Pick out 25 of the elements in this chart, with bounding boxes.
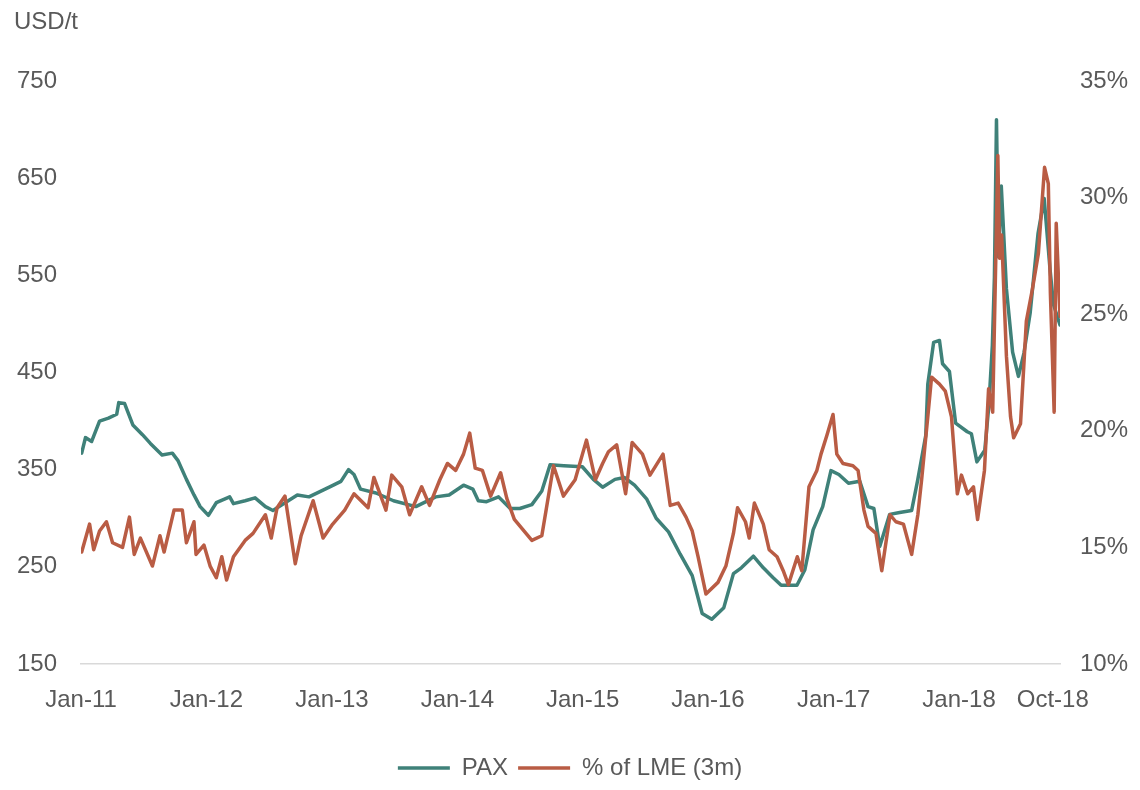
y-tick-label: 550	[16, 259, 57, 287]
x-tick-label: Jan-18	[922, 685, 996, 713]
x-tick-label: Jan-14	[420, 685, 495, 713]
y-tick-label: 150	[16, 648, 57, 676]
y-tick-label: 650	[16, 162, 57, 190]
y2-tick-label: 30%	[1080, 182, 1129, 210]
legend-label: PAX	[461, 752, 509, 780]
y2-tick-label: 35%	[1080, 65, 1129, 93]
x-tick-label: Jan-16	[671, 685, 745, 713]
y-tick-label: 250	[16, 551, 57, 579]
x-tick-label: Jan-11	[45, 685, 117, 713]
y-tick-label: 350	[16, 454, 57, 482]
y2-tick-label: 25%	[1080, 298, 1129, 326]
y2-tick-label: 10%	[1080, 648, 1129, 676]
x-tick-label: Jan-13	[295, 685, 369, 713]
y-tick-label: 450	[16, 357, 57, 385]
y2-tick-label: 20%	[1080, 415, 1129, 443]
y-tick-label: 750	[16, 65, 57, 93]
legend-label: % of LME (3m)	[582, 752, 743, 780]
y-axis-title: USD/t	[14, 6, 79, 34]
x-tick-label: Jan-17	[797, 685, 871, 713]
x-tick-label: Oct-18	[1016, 685, 1089, 713]
x-tick-label: Jan-15	[545, 685, 620, 713]
x-tick-label: Jan-12	[169, 685, 244, 713]
y2-tick-label: 15%	[1080, 532, 1129, 560]
